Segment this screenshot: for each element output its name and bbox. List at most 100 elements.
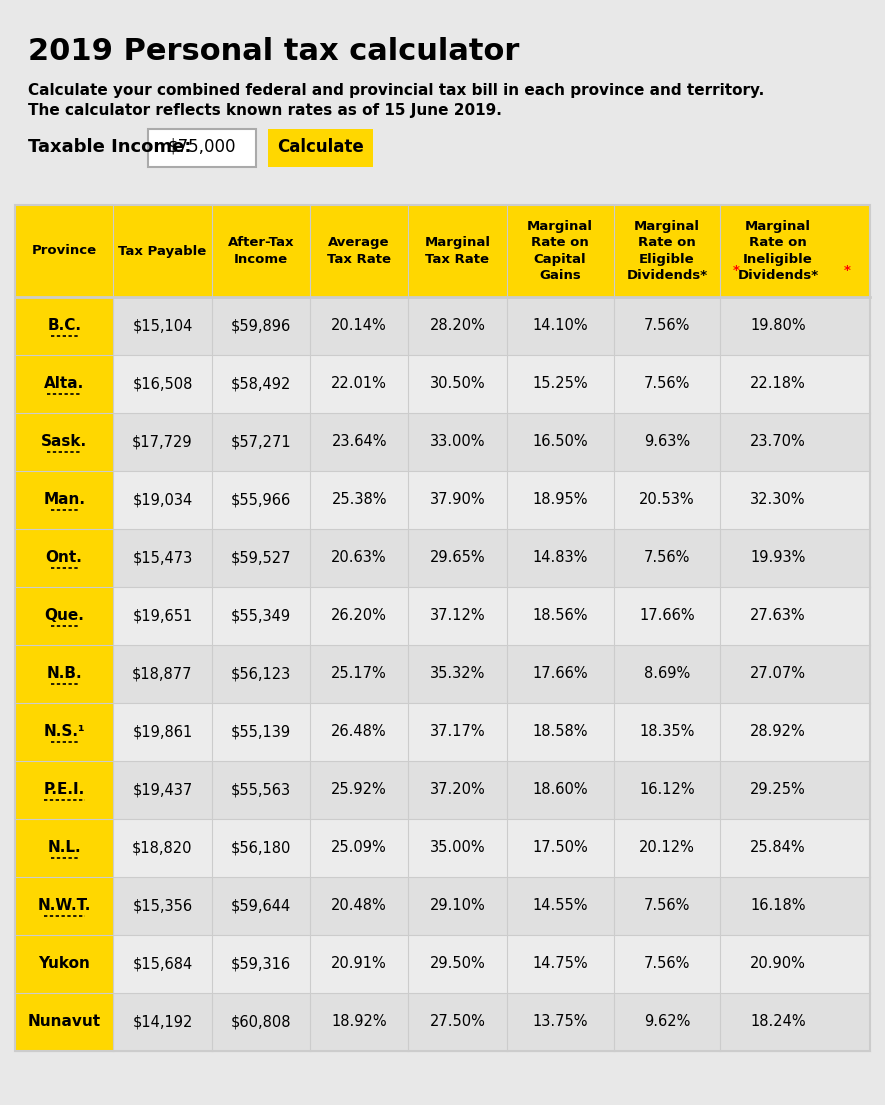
Text: 17.50%: 17.50% — [532, 841, 588, 855]
Text: 16.50%: 16.50% — [532, 434, 588, 450]
Text: $59,316: $59,316 — [231, 957, 291, 971]
Text: $55,966: $55,966 — [231, 493, 291, 507]
Text: 27.63%: 27.63% — [750, 609, 806, 623]
FancyBboxPatch shape — [113, 645, 870, 703]
Text: B.C.: B.C. — [47, 318, 81, 334]
Text: 32.30%: 32.30% — [750, 493, 806, 507]
Text: 9.63%: 9.63% — [644, 434, 690, 450]
Text: 37.90%: 37.90% — [429, 493, 485, 507]
Text: 20.53%: 20.53% — [639, 493, 695, 507]
Text: $59,527: $59,527 — [231, 550, 291, 566]
FancyBboxPatch shape — [113, 529, 870, 587]
Text: 20.12%: 20.12% — [639, 841, 695, 855]
Text: 22.18%: 22.18% — [750, 377, 806, 391]
Text: 14.75%: 14.75% — [532, 957, 588, 971]
Text: 18.58%: 18.58% — [532, 725, 588, 739]
Text: $19,861: $19,861 — [133, 725, 193, 739]
Text: 2019 Personal tax calculator: 2019 Personal tax calculator — [28, 36, 519, 66]
Text: 7.56%: 7.56% — [643, 377, 690, 391]
Text: 15.25%: 15.25% — [532, 377, 588, 391]
Text: Man.: Man. — [43, 493, 85, 507]
Text: After-Tax
Income: After-Tax Income — [227, 236, 294, 265]
Text: 14.55%: 14.55% — [532, 898, 588, 914]
Text: 37.20%: 37.20% — [429, 782, 485, 798]
Text: Marginal
Tax Rate: Marginal Tax Rate — [425, 236, 490, 265]
Text: $59,644: $59,644 — [231, 898, 291, 914]
FancyBboxPatch shape — [15, 703, 113, 761]
FancyBboxPatch shape — [15, 206, 870, 297]
FancyBboxPatch shape — [15, 471, 113, 529]
Text: $57,271: $57,271 — [230, 434, 291, 450]
Text: $15,356: $15,356 — [133, 898, 193, 914]
Text: 25.17%: 25.17% — [331, 666, 387, 682]
Text: 19.93%: 19.93% — [750, 550, 805, 566]
FancyBboxPatch shape — [15, 877, 113, 935]
Text: 7.56%: 7.56% — [643, 318, 690, 334]
Text: $56,123: $56,123 — [231, 666, 291, 682]
Text: 19.80%: 19.80% — [750, 318, 806, 334]
FancyBboxPatch shape — [15, 993, 113, 1051]
Text: Marginal
Rate on
Capital
Gains: Marginal Rate on Capital Gains — [527, 220, 593, 282]
Text: 18.24%: 18.24% — [750, 1014, 806, 1030]
Text: 26.48%: 26.48% — [331, 725, 387, 739]
Text: 18.60%: 18.60% — [532, 782, 588, 798]
Text: 25.09%: 25.09% — [331, 841, 387, 855]
Text: 7.56%: 7.56% — [643, 957, 690, 971]
Text: P.E.I.: P.E.I. — [43, 782, 85, 798]
Text: 7.56%: 7.56% — [643, 550, 690, 566]
FancyBboxPatch shape — [15, 297, 113, 355]
FancyBboxPatch shape — [113, 819, 870, 877]
Text: 29.10%: 29.10% — [429, 898, 485, 914]
Text: 20.14%: 20.14% — [331, 318, 387, 334]
Text: Calculate your combined federal and provincial tax bill in each province and ter: Calculate your combined federal and prov… — [28, 83, 765, 98]
Text: 14.83%: 14.83% — [533, 550, 588, 566]
FancyBboxPatch shape — [15, 645, 113, 703]
Text: $56,180: $56,180 — [231, 841, 291, 855]
Text: 22.01%: 22.01% — [331, 377, 387, 391]
Text: Marginal
Rate on
Ineligible
Dividends*: Marginal Rate on Ineligible Dividends* — [737, 220, 819, 282]
Text: 17.66%: 17.66% — [532, 666, 588, 682]
Text: $19,651: $19,651 — [133, 609, 193, 623]
FancyBboxPatch shape — [15, 935, 113, 993]
FancyBboxPatch shape — [113, 297, 870, 355]
Text: Nunavut: Nunavut — [27, 1014, 101, 1030]
Text: $60,808: $60,808 — [231, 1014, 291, 1030]
Text: Tax Payable: Tax Payable — [119, 244, 206, 257]
Text: 17.66%: 17.66% — [639, 609, 695, 623]
FancyBboxPatch shape — [113, 761, 870, 819]
Text: 37.17%: 37.17% — [429, 725, 485, 739]
FancyBboxPatch shape — [113, 355, 870, 413]
Text: $17,729: $17,729 — [132, 434, 193, 450]
Text: 29.50%: 29.50% — [429, 957, 485, 971]
Text: Ont.: Ont. — [46, 550, 82, 566]
Text: $14,192: $14,192 — [132, 1014, 193, 1030]
Text: 30.50%: 30.50% — [429, 377, 485, 391]
Text: Taxable Income:: Taxable Income: — [28, 138, 191, 156]
Text: N.L.: N.L. — [48, 841, 81, 855]
Text: $58,492: $58,492 — [231, 377, 291, 391]
Text: 29.25%: 29.25% — [750, 782, 806, 798]
Text: *: * — [733, 264, 739, 276]
Text: 8.69%: 8.69% — [643, 666, 690, 682]
Text: 20.48%: 20.48% — [331, 898, 387, 914]
Text: 35.32%: 35.32% — [430, 666, 485, 682]
Text: 37.12%: 37.12% — [429, 609, 485, 623]
FancyBboxPatch shape — [15, 587, 113, 645]
Text: 26.20%: 26.20% — [331, 609, 387, 623]
FancyBboxPatch shape — [15, 529, 113, 587]
FancyBboxPatch shape — [15, 355, 113, 413]
Text: $59,896: $59,896 — [231, 318, 291, 334]
Text: $18,820: $18,820 — [132, 841, 193, 855]
Text: $15,473: $15,473 — [133, 550, 193, 566]
Text: 27.50%: 27.50% — [429, 1014, 485, 1030]
Text: Province: Province — [32, 244, 96, 257]
Text: The calculator reflects known rates as of 15 June 2019.: The calculator reflects known rates as o… — [28, 103, 502, 118]
Text: 13.75%: 13.75% — [532, 1014, 588, 1030]
Text: 7.56%: 7.56% — [643, 898, 690, 914]
Text: $55,349: $55,349 — [231, 609, 291, 623]
Text: 35.00%: 35.00% — [429, 841, 485, 855]
Text: $55,139: $55,139 — [231, 725, 291, 739]
FancyBboxPatch shape — [113, 413, 870, 471]
Text: 20.90%: 20.90% — [750, 957, 806, 971]
Text: $16,508: $16,508 — [132, 377, 193, 391]
